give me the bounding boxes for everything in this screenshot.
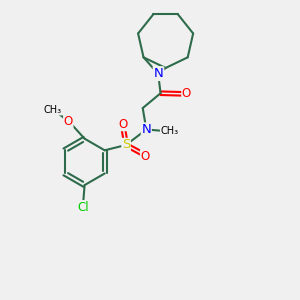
Text: Cl: Cl xyxy=(77,201,89,214)
Text: N: N xyxy=(153,67,163,80)
Text: O: O xyxy=(64,115,73,128)
Text: CH₃: CH₃ xyxy=(44,105,62,115)
Text: O: O xyxy=(140,150,150,163)
Text: S: S xyxy=(122,138,130,152)
Text: CH₃: CH₃ xyxy=(160,126,178,136)
Text: N: N xyxy=(141,123,151,136)
Text: O: O xyxy=(118,118,128,130)
Text: O: O xyxy=(182,87,191,100)
Text: N: N xyxy=(154,68,164,80)
